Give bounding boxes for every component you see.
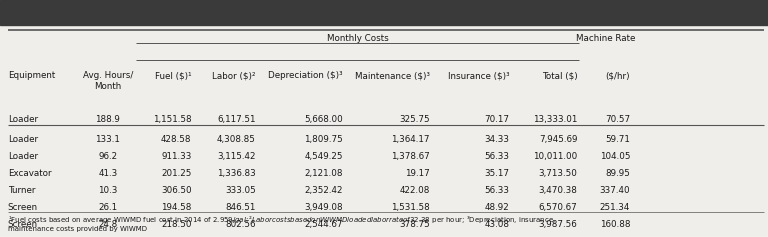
Text: 10,011.00: 10,011.00 xyxy=(533,152,578,161)
Text: 1,531.58: 1,531.58 xyxy=(391,203,430,212)
Text: 911.33: 911.33 xyxy=(161,152,191,161)
Text: 3,949.08: 3,949.08 xyxy=(304,203,343,212)
Text: 96.2: 96.2 xyxy=(98,152,118,161)
Text: 2,544.67: 2,544.67 xyxy=(304,220,343,229)
Text: 251.34: 251.34 xyxy=(600,203,631,212)
Text: 188.9: 188.9 xyxy=(95,115,121,124)
Text: 1,364.17: 1,364.17 xyxy=(391,135,430,144)
Text: 428.58: 428.58 xyxy=(161,135,191,144)
Text: 10.3: 10.3 xyxy=(98,186,118,195)
Text: 70.57: 70.57 xyxy=(605,115,631,124)
Text: 104.05: 104.05 xyxy=(600,152,631,161)
Text: 3,470.38: 3,470.38 xyxy=(538,186,578,195)
Text: 48.92: 48.92 xyxy=(485,203,509,212)
Text: 43.08: 43.08 xyxy=(484,220,509,229)
Bar xyxy=(0,0,768,25)
Text: Maintenance ($)³: Maintenance ($)³ xyxy=(355,71,430,80)
Text: Equipment: Equipment xyxy=(8,71,55,80)
Text: 19.17: 19.17 xyxy=(405,169,430,178)
Text: 194.58: 194.58 xyxy=(161,203,191,212)
Text: Excavator: Excavator xyxy=(8,169,51,178)
Text: 7,945.69: 7,945.69 xyxy=(539,135,578,144)
Text: 218.50: 218.50 xyxy=(161,220,191,229)
Text: 337.40: 337.40 xyxy=(600,186,631,195)
Text: Turner: Turner xyxy=(8,186,35,195)
Text: Screen: Screen xyxy=(8,203,38,212)
Text: ¹Fuel costs based on average WIWMD fuel cost in 2014 of $2.959/gal; ²Labor costs: ¹Fuel costs based on average WIWMD fuel … xyxy=(8,214,556,232)
Text: 6,117.51: 6,117.51 xyxy=(217,115,256,124)
Text: 59.71: 59.71 xyxy=(605,135,631,144)
Text: Screen: Screen xyxy=(8,220,38,229)
Text: 34.33: 34.33 xyxy=(484,135,509,144)
Text: Monthly Costs: Monthly Costs xyxy=(326,34,389,43)
Text: 1,336.83: 1,336.83 xyxy=(217,169,256,178)
Text: 26.1: 26.1 xyxy=(98,203,118,212)
Text: 201.25: 201.25 xyxy=(161,169,191,178)
Text: Avg. Hours/
Month: Avg. Hours/ Month xyxy=(83,71,133,91)
Text: Loader: Loader xyxy=(8,135,38,144)
Text: 160.88: 160.88 xyxy=(600,220,631,229)
Text: Fuel ($)¹: Fuel ($)¹ xyxy=(155,71,191,80)
Text: 1,378.67: 1,378.67 xyxy=(391,152,430,161)
Text: 35.17: 35.17 xyxy=(484,169,509,178)
Text: 3,713.50: 3,713.50 xyxy=(538,169,578,178)
Text: Insurance ($)³: Insurance ($)³ xyxy=(448,71,509,80)
Text: 24.8: 24.8 xyxy=(98,220,118,229)
Text: Table 1. Sample machine rates calculation: Table 1. Sample machine rates calculatio… xyxy=(8,7,247,18)
Text: 2,352.42: 2,352.42 xyxy=(304,186,343,195)
Text: Machine Rate: Machine Rate xyxy=(575,34,635,43)
Text: Loader: Loader xyxy=(8,152,38,161)
Text: 333.05: 333.05 xyxy=(225,186,256,195)
Text: 3,115.42: 3,115.42 xyxy=(217,152,256,161)
Text: 2,121.08: 2,121.08 xyxy=(304,169,343,178)
Text: ($/hr): ($/hr) xyxy=(606,71,631,80)
Text: 4,549.25: 4,549.25 xyxy=(304,152,343,161)
Text: 6,570.67: 6,570.67 xyxy=(538,203,578,212)
Text: 41.3: 41.3 xyxy=(98,169,118,178)
Text: 1,151.58: 1,151.58 xyxy=(153,115,191,124)
Text: 422.08: 422.08 xyxy=(399,186,430,195)
Text: 325.75: 325.75 xyxy=(399,115,430,124)
Text: Labor ($)²: Labor ($)² xyxy=(212,71,256,80)
Text: 846.51: 846.51 xyxy=(225,203,256,212)
Text: 802.56: 802.56 xyxy=(225,220,256,229)
Text: Loader: Loader xyxy=(8,115,38,124)
Text: 56.33: 56.33 xyxy=(484,186,509,195)
Text: 89.95: 89.95 xyxy=(605,169,631,178)
Text: Depreciation ($)³: Depreciation ($)³ xyxy=(268,71,343,80)
Text: 306.50: 306.50 xyxy=(161,186,191,195)
Text: 70.17: 70.17 xyxy=(484,115,509,124)
Text: 378.75: 378.75 xyxy=(399,220,430,229)
Text: Total ($): Total ($) xyxy=(541,71,578,80)
Text: 5,668.00: 5,668.00 xyxy=(304,115,343,124)
Text: 133.1: 133.1 xyxy=(95,135,121,144)
Text: 4,308.85: 4,308.85 xyxy=(217,135,256,144)
Text: 56.33: 56.33 xyxy=(484,152,509,161)
Text: 3,987.56: 3,987.56 xyxy=(538,220,578,229)
Text: 1,809.75: 1,809.75 xyxy=(304,135,343,144)
Text: 13,333.01: 13,333.01 xyxy=(533,115,578,124)
